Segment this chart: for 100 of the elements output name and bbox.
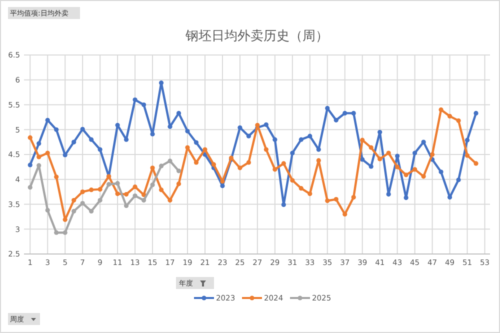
- point: [474, 161, 478, 166]
- point: [28, 135, 32, 140]
- point: [464, 138, 470, 142]
- point: [464, 153, 470, 158]
- point: [168, 158, 172, 164]
- point: [316, 158, 321, 163]
- chart-title: 钢坯日均外卖历史（周）: [184, 29, 328, 44]
- point: [124, 137, 129, 142]
- point: [412, 167, 418, 172]
- point: [308, 192, 312, 196]
- point: [368, 164, 374, 169]
- point: [386, 150, 391, 156]
- point: [474, 110, 478, 116]
- point: [132, 97, 138, 102]
- point: [98, 198, 102, 203]
- point: [290, 150, 295, 156]
- point: [264, 147, 268, 152]
- point: [368, 145, 374, 150]
- point: [395, 164, 400, 170]
- point: [80, 190, 85, 194]
- point: [325, 198, 330, 204]
- point: [168, 198, 172, 203]
- point: [238, 166, 242, 170]
- point: [45, 150, 50, 156]
- point: [316, 147, 321, 152]
- point: [115, 192, 120, 196]
- point: [62, 230, 68, 235]
- point: [447, 114, 452, 118]
- point: [89, 208, 94, 214]
- point: [54, 230, 59, 235]
- point: [456, 178, 461, 182]
- point: [238, 125, 242, 130]
- point: [298, 186, 304, 191]
- point: [378, 130, 382, 134]
- point: [194, 160, 199, 165]
- point: [54, 174, 59, 180]
- point: [334, 118, 338, 122]
- point: [132, 184, 138, 190]
- point: [36, 163, 42, 168]
- point: [430, 152, 435, 157]
- point: [158, 80, 164, 86]
- point: [211, 162, 216, 167]
- point: [141, 102, 146, 108]
- point: [351, 110, 356, 116]
- point: [360, 157, 365, 162]
- point: [141, 198, 146, 203]
- point: [421, 174, 426, 179]
- point: [386, 192, 391, 197]
- point: [185, 145, 190, 150]
- point: [62, 217, 68, 222]
- point: [106, 182, 112, 187]
- point: [45, 208, 50, 213]
- point: [246, 134, 251, 138]
- point: [62, 152, 68, 158]
- point: [80, 126, 85, 132]
- point: [72, 208, 76, 214]
- point: [150, 132, 155, 136]
- point: [272, 137, 278, 142]
- point: [220, 179, 225, 184]
- point: [176, 182, 182, 186]
- point: [158, 164, 164, 168]
- point: [281, 161, 286, 166]
- point: [158, 188, 164, 192]
- point: [89, 188, 94, 192]
- point: [438, 170, 444, 174]
- point: [264, 122, 268, 127]
- point: [185, 128, 190, 134]
- point: [378, 156, 382, 162]
- point: [45, 118, 50, 122]
- point: [132, 193, 138, 198]
- point: [308, 134, 312, 138]
- point: [351, 194, 356, 200]
- point: [72, 140, 76, 144]
- point: [36, 154, 42, 160]
- point: [298, 137, 304, 142]
- point: [176, 168, 182, 174]
- point: [194, 140, 199, 145]
- point: [28, 185, 32, 190]
- point: [290, 178, 295, 183]
- point: [342, 212, 348, 216]
- point: [36, 141, 42, 146]
- point: [220, 184, 225, 188]
- point: [124, 192, 129, 197]
- point: [281, 202, 286, 208]
- point: [150, 182, 155, 188]
- point: [404, 172, 408, 178]
- point: [98, 147, 102, 152]
- point: [334, 196, 338, 202]
- point: [412, 150, 418, 156]
- point: [54, 127, 59, 132]
- point: [395, 154, 400, 158]
- point: [141, 192, 146, 198]
- point: [202, 147, 208, 152]
- point: [115, 181, 120, 186]
- point: [272, 167, 278, 172]
- point: [115, 122, 120, 128]
- point: [98, 187, 102, 192]
- point: [80, 200, 85, 206]
- point: [456, 118, 461, 123]
- point: [89, 137, 94, 142]
